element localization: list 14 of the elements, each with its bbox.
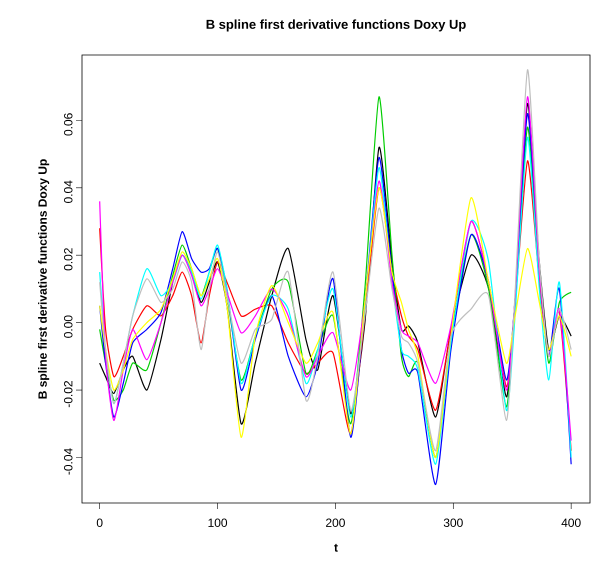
y-tick-label: 0.06: [64, 113, 72, 136]
x-tick-label: 100: [208, 518, 228, 527]
y-tick-label: -0.04: [64, 448, 72, 475]
y-tick-label: 0.00: [64, 315, 72, 338]
chart-title: B spline first derivative functions Doxy Up: [206, 19, 466, 32]
x-tick-label: 200: [326, 518, 345, 527]
y-tick-label: 0.04: [64, 180, 72, 203]
y-axis-title: B spline first derivative functions Doxy Up: [38, 159, 50, 398]
x-tick-label: 400: [561, 518, 581, 527]
y-tick-label: -0.02: [64, 381, 72, 408]
x-tick-label: 0: [96, 518, 103, 527]
y-tick-label: 0.02: [64, 248, 72, 270]
x-axis-title: t: [334, 544, 338, 552]
x-tick-label: 300: [444, 518, 463, 527]
